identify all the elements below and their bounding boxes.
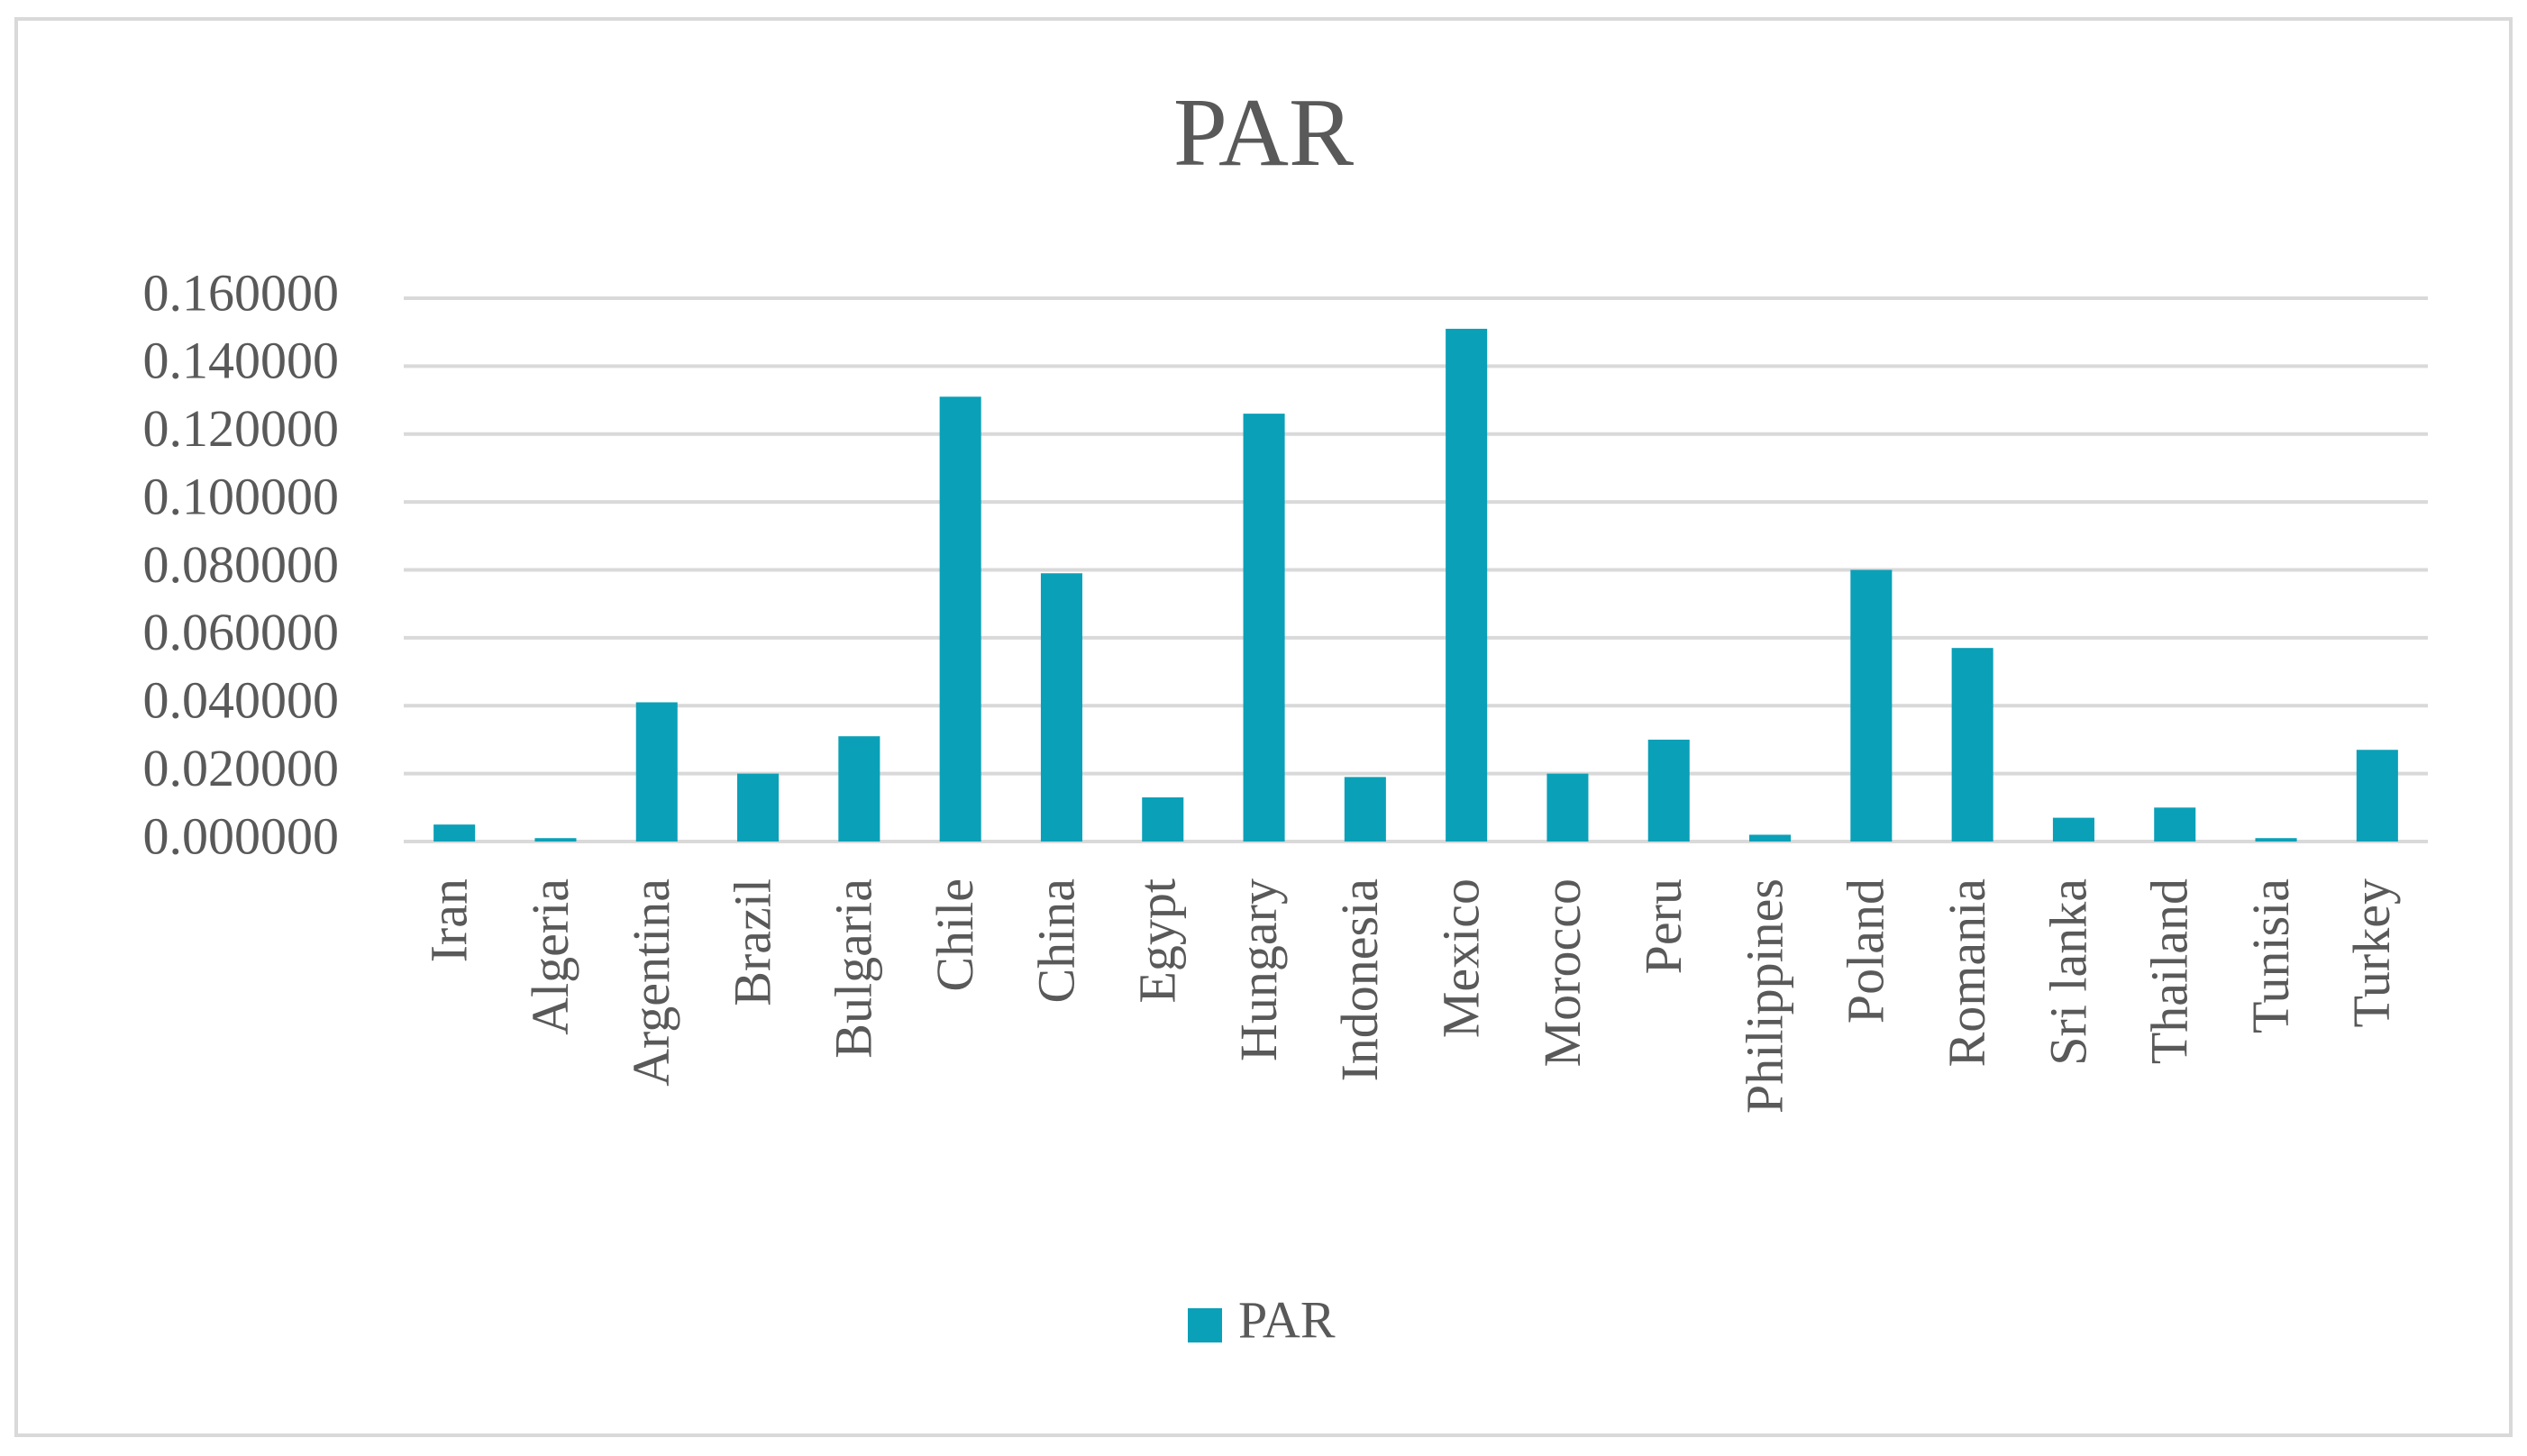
- x-tick-label: Romania: [1938, 878, 1996, 1067]
- bar: [1546, 773, 1589, 842]
- x-tick-label: Indonesia: [1330, 878, 1389, 1082]
- bar: [1850, 569, 1893, 842]
- x-tick-label: Chile: [926, 878, 984, 992]
- bar: [1243, 414, 1285, 842]
- x-tick-label: Mexico: [1431, 878, 1490, 1038]
- y-tick-label: 0.160000: [143, 263, 340, 322]
- bar: [2255, 838, 2297, 842]
- x-tick-label: Argentina: [622, 878, 680, 1087]
- x-tick-label: Brazil: [723, 878, 781, 1006]
- bar: [838, 736, 880, 842]
- bar: [1344, 777, 1386, 842]
- bar: [737, 773, 780, 842]
- legend-label: PAR: [1238, 1290, 1336, 1349]
- x-tick-label: Morocco: [1533, 878, 1592, 1067]
- bar: [1647, 739, 1690, 842]
- x-tick-label: Peru: [1634, 878, 1692, 974]
- bar: [2052, 817, 2094, 842]
- bar: [1951, 648, 1993, 842]
- bar: [939, 396, 981, 842]
- y-tick-label: 0.080000: [143, 535, 340, 594]
- x-tick-label: Turkey: [2342, 878, 2401, 1027]
- y-tick-label: 0.140000: [143, 332, 340, 390]
- bar: [2356, 750, 2398, 842]
- bar: [534, 838, 577, 842]
- x-tick-label: Poland: [1837, 878, 1895, 1024]
- chart-title: PAR: [1173, 79, 1354, 187]
- x-tick-label: Algeria: [521, 878, 579, 1035]
- x-tick-label: Hungary: [1229, 878, 1288, 1061]
- bar: [1040, 573, 1082, 842]
- bar: [433, 824, 476, 842]
- x-tick-label: Egypt: [1128, 878, 1187, 1004]
- y-tick-label: 0.000000: [143, 806, 340, 865]
- bar: [2154, 807, 2196, 842]
- y-tick-label: 0.040000: [143, 671, 340, 730]
- y-tick-label: 0.060000: [143, 603, 340, 661]
- bar: [635, 702, 678, 842]
- y-tick-label: 0.100000: [143, 467, 340, 525]
- x-tick-label: Sri lanka: [2039, 878, 2097, 1066]
- x-tick-label: Thailand: [2140, 878, 2199, 1064]
- bar: [1749, 834, 1792, 842]
- x-tick-label: Tunisia: [2241, 878, 2300, 1033]
- x-tick-label: Bulgaria: [825, 878, 883, 1059]
- x-tick-label: Philippines: [1735, 878, 1793, 1114]
- y-tick-label: 0.020000: [143, 739, 340, 797]
- legend-swatch: [1188, 1308, 1222, 1342]
- x-tick-label: China: [1026, 878, 1085, 1004]
- bar: [1142, 797, 1184, 842]
- bar: [1446, 328, 1488, 842]
- x-tick-label: Iran: [419, 878, 478, 962]
- y-tick-label: 0.120000: [143, 399, 340, 458]
